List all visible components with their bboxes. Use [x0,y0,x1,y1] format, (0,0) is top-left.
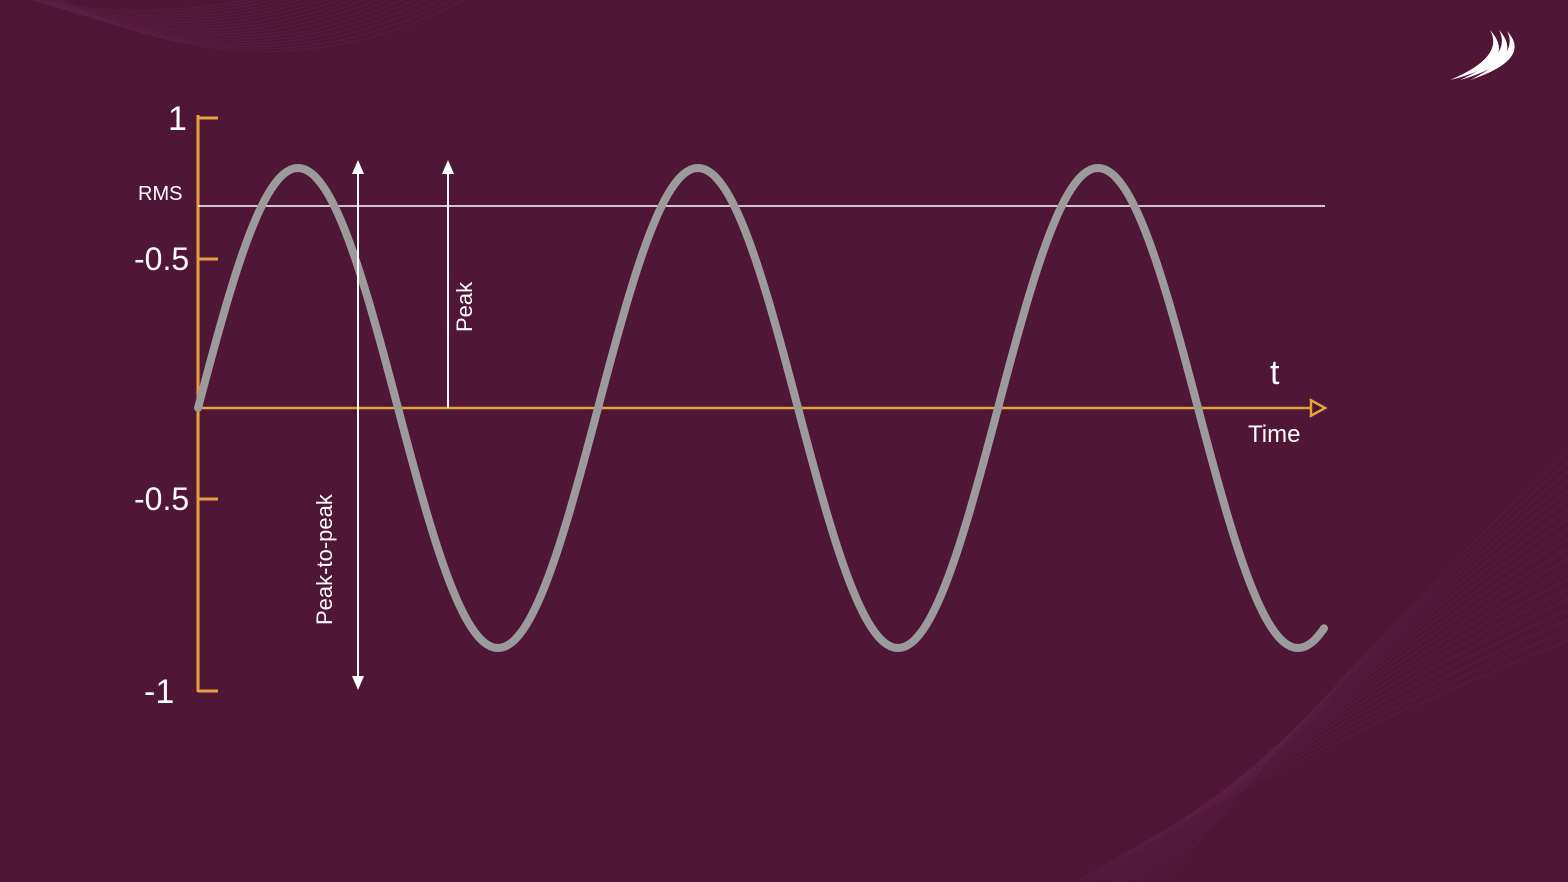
waveform-diagram: t Time 1 -0.5 -0.5 -1 RMS Peak Peak-to-peak [0,0,1568,882]
background [0,0,1568,882]
x-axis-label-t: t [1270,354,1280,392]
peak-label: Peak [452,281,477,332]
rms-label: RMS [138,183,182,205]
x-axis-label-time: Time [1248,421,1300,448]
y-tick-label: -0.5 [134,241,189,277]
y-tick-label: -1 [144,673,174,711]
peak-to-peak-label: Peak-to-peak [312,493,337,625]
y-tick-label: -0.5 [134,481,189,517]
y-tick-label: 1 [168,100,187,138]
